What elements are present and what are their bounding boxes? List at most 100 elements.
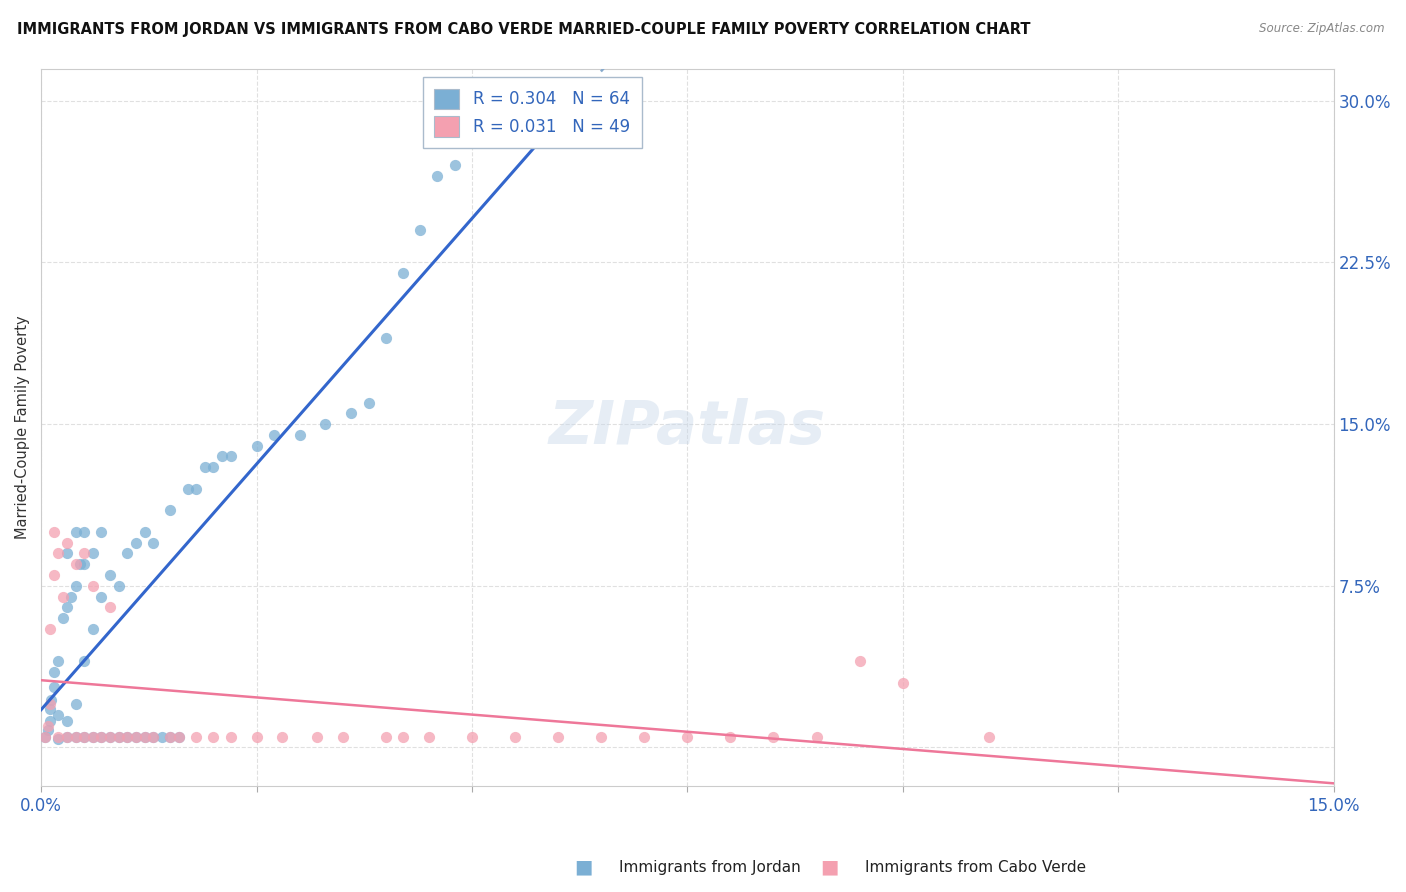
Point	[73, 557, 96, 571]
Text: ■: ■	[820, 857, 839, 877]
Point	[806, 730, 828, 744]
Point	[503, 730, 526, 744]
Point	[65, 698, 87, 712]
Point	[167, 730, 190, 744]
Point	[186, 730, 208, 744]
Point	[56, 600, 79, 615]
Point	[52, 611, 75, 625]
Point	[56, 730, 79, 744]
Point	[134, 524, 156, 539]
Point	[134, 730, 156, 744]
Point	[676, 730, 699, 744]
Point	[547, 730, 569, 744]
Point	[117, 546, 139, 560]
Point	[90, 730, 112, 744]
Point	[82, 730, 104, 744]
Point	[38, 622, 60, 636]
Point	[159, 730, 181, 744]
Point	[633, 730, 655, 744]
Point	[82, 579, 104, 593]
Point	[159, 503, 181, 517]
Point	[73, 730, 96, 744]
Point	[73, 730, 96, 744]
Text: ■: ■	[574, 857, 593, 877]
Point	[142, 730, 165, 744]
Point	[82, 546, 104, 560]
Point	[245, 439, 267, 453]
Point	[219, 730, 242, 744]
Point	[848, 654, 870, 668]
Point	[332, 730, 354, 744]
Point	[42, 665, 65, 679]
Text: Source: ZipAtlas.com: Source: ZipAtlas.com	[1260, 22, 1385, 36]
Point	[305, 730, 328, 744]
Point	[159, 730, 181, 744]
Point	[56, 714, 79, 729]
Point	[42, 524, 65, 539]
Point	[117, 730, 139, 744]
Point	[167, 730, 190, 744]
Text: IMMIGRANTS FROM JORDAN VS IMMIGRANTS FROM CABO VERDE MARRIED-COUPLE FAMILY POVER: IMMIGRANTS FROM JORDAN VS IMMIGRANTS FRO…	[17, 22, 1031, 37]
Point	[977, 730, 1000, 744]
Point	[42, 568, 65, 582]
Point	[202, 460, 225, 475]
Text: Immigrants from Cabo Verde: Immigrants from Cabo Verde	[865, 860, 1085, 874]
Point	[56, 546, 79, 560]
Point	[56, 535, 79, 549]
Point	[46, 546, 69, 560]
Point	[891, 675, 914, 690]
Point	[52, 590, 75, 604]
Point	[60, 590, 83, 604]
Y-axis label: Married-Couple Family Poverty: Married-Couple Family Poverty	[15, 316, 30, 539]
Point	[38, 698, 60, 712]
Point	[392, 730, 415, 744]
Point	[107, 730, 129, 744]
Point	[42, 680, 65, 694]
Point	[340, 406, 363, 420]
Point	[176, 482, 198, 496]
Point	[90, 590, 112, 604]
Text: ZIPatlas: ZIPatlas	[548, 398, 825, 457]
Text: Immigrants from Jordan: Immigrants from Jordan	[619, 860, 800, 874]
Point	[107, 730, 129, 744]
Point	[98, 568, 121, 582]
Point	[117, 730, 139, 744]
Point	[762, 730, 785, 744]
Point	[69, 557, 91, 571]
Point	[38, 714, 60, 729]
Point	[34, 730, 56, 744]
Point	[65, 730, 87, 744]
Point	[443, 159, 465, 173]
Point	[125, 730, 148, 744]
Point	[73, 546, 96, 560]
Point	[125, 535, 148, 549]
Point	[56, 730, 79, 744]
Point	[288, 428, 311, 442]
Point	[211, 450, 233, 464]
Point	[41, 693, 63, 707]
Point	[82, 730, 104, 744]
Point	[219, 450, 242, 464]
Point	[374, 730, 396, 744]
Point	[98, 730, 121, 744]
Point	[82, 622, 104, 636]
Point	[186, 482, 208, 496]
Point	[718, 730, 741, 744]
Point	[202, 730, 225, 744]
Point	[37, 719, 59, 733]
Point	[90, 524, 112, 539]
Point	[245, 730, 267, 744]
Point	[73, 654, 96, 668]
Point	[34, 730, 56, 744]
Point	[263, 428, 285, 442]
Point	[134, 730, 156, 744]
Point	[374, 331, 396, 345]
Point	[142, 535, 165, 549]
Point	[73, 524, 96, 539]
Point	[46, 708, 69, 723]
Point	[98, 730, 121, 744]
Point	[46, 654, 69, 668]
Point	[107, 579, 129, 593]
Point	[271, 730, 294, 744]
Point	[46, 730, 69, 744]
